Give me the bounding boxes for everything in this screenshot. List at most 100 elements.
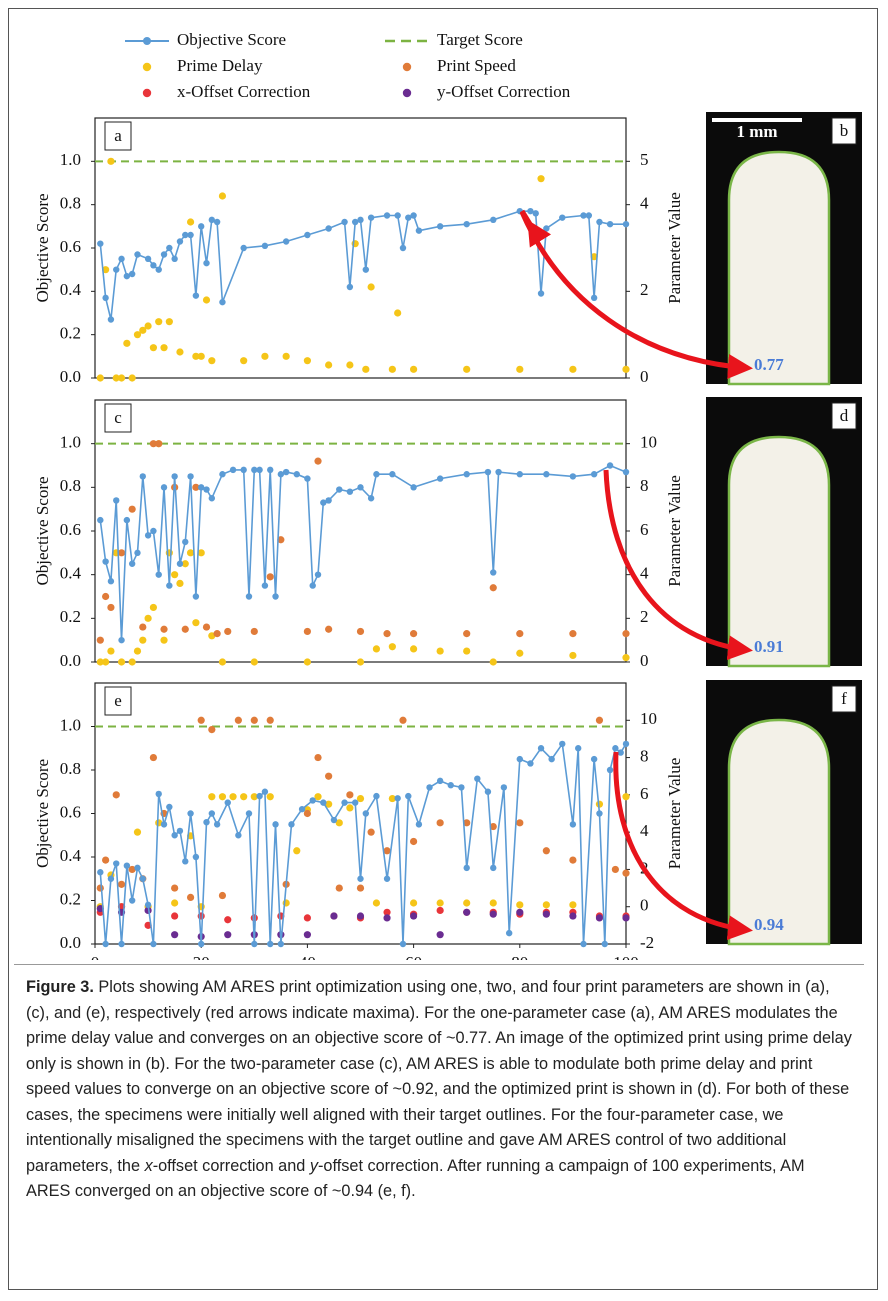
line-marker — [102, 558, 109, 565]
param-point — [250, 914, 258, 922]
param-point — [117, 374, 126, 382]
param-point — [117, 549, 126, 557]
line-marker — [171, 832, 178, 839]
line-marker — [399, 244, 407, 252]
param-point — [208, 793, 216, 801]
param-point — [516, 908, 524, 916]
param-point — [388, 365, 396, 373]
line-marker — [394, 795, 401, 802]
line-marker — [490, 569, 497, 576]
param-point — [102, 592, 110, 601]
x-tick-label: 0 — [91, 953, 100, 960]
line-marker — [330, 816, 338, 824]
param-point — [133, 331, 142, 339]
param-point — [128, 505, 136, 513]
param-point — [463, 899, 471, 907]
print-shape — [727, 150, 831, 386]
param-point — [160, 636, 168, 644]
line-marker — [272, 593, 279, 600]
line-marker — [463, 220, 470, 228]
caption-text: -offset correction. After running a camp… — [26, 1156, 805, 1201]
line-marker — [463, 864, 470, 872]
param-point — [96, 374, 104, 382]
param-point — [144, 614, 152, 622]
param-point — [155, 440, 163, 448]
line-marker — [463, 471, 470, 478]
param-point — [436, 899, 444, 907]
param-point — [463, 647, 471, 655]
line-marker — [415, 227, 423, 234]
line-marker — [580, 940, 587, 948]
line-marker — [118, 255, 125, 263]
plots: a 0.0 0.2 0.4 0.6 0.8 1.0 0 2 4 5 Objective Score Pa… — [33, 117, 684, 960]
line-marker — [590, 471, 598, 478]
line-marker — [622, 740, 630, 748]
param-point — [569, 630, 577, 638]
param-point — [218, 192, 227, 200]
param-point — [399, 716, 407, 724]
param-point — [171, 571, 179, 579]
legend: Objective Score Target Score Prime Delay Pr… — [125, 30, 571, 101]
line-marker — [166, 582, 173, 589]
line-marker — [436, 223, 444, 230]
param-point — [314, 457, 322, 465]
x-tick-label: 60 — [405, 953, 422, 960]
plot-panel: c 0.0 0.2 0.4 0.6 0.8 1.0 0 2 4 6 8 10 Objective Scor… — [33, 399, 684, 670]
line-marker — [436, 475, 444, 482]
line-marker — [150, 527, 157, 535]
line-marker — [251, 940, 258, 948]
line-marker — [192, 593, 200, 600]
line-marker — [500, 784, 508, 791]
line-marker — [261, 788, 269, 795]
legend-label: Print Speed — [437, 56, 516, 75]
param-point — [112, 374, 120, 382]
line-marker — [97, 240, 104, 247]
param-point — [325, 772, 333, 780]
param-point — [622, 914, 630, 922]
param-point — [489, 910, 497, 918]
line-marker — [97, 516, 104, 524]
image-score: 0.91 — [754, 637, 784, 656]
series-line — [99, 464, 627, 641]
line-marker — [394, 212, 401, 219]
param-point — [293, 847, 301, 855]
param-point — [165, 318, 173, 326]
line-marker — [590, 294, 598, 302]
y-tick-label: 0.0 — [60, 651, 81, 670]
line-marker — [415, 821, 423, 828]
line-marker — [150, 940, 157, 948]
param-point — [186, 549, 195, 557]
param-point — [208, 726, 216, 734]
line-marker — [176, 560, 184, 567]
y-tick-label: 0.8 — [60, 759, 81, 778]
param-point — [489, 658, 497, 666]
param-point — [139, 326, 147, 334]
param-point — [186, 893, 195, 901]
y2-tick-label: 4 — [640, 564, 649, 583]
legend-label: Target Score — [437, 30, 523, 49]
y-tick-label: 0.6 — [60, 802, 81, 821]
caption-label: Figure 3. — [26, 978, 94, 996]
y-axis-title: Objective Score — [33, 759, 52, 868]
y-axis-title: Objective Score — [33, 476, 52, 585]
param-point — [516, 649, 524, 657]
y2-tick-label: 2 — [640, 607, 649, 626]
param-point — [346, 361, 354, 369]
line-marker — [357, 484, 364, 491]
param-point — [250, 793, 258, 801]
line-marker — [309, 797, 316, 804]
line-marker — [176, 827, 184, 835]
line-marker — [123, 272, 131, 280]
param-point — [356, 794, 365, 803]
image-label-box — [831, 402, 857, 430]
line-marker — [203, 486, 210, 493]
param-point — [250, 658, 258, 666]
y2-tick-label: 4 — [640, 194, 649, 213]
caption-text: y — [309, 1156, 319, 1175]
line-marker — [373, 471, 380, 478]
param-point — [314, 793, 322, 801]
line-marker — [97, 869, 104, 876]
image-score: 0.77 — [754, 355, 784, 374]
panel-label-box — [104, 121, 132, 151]
line-marker — [527, 760, 534, 767]
